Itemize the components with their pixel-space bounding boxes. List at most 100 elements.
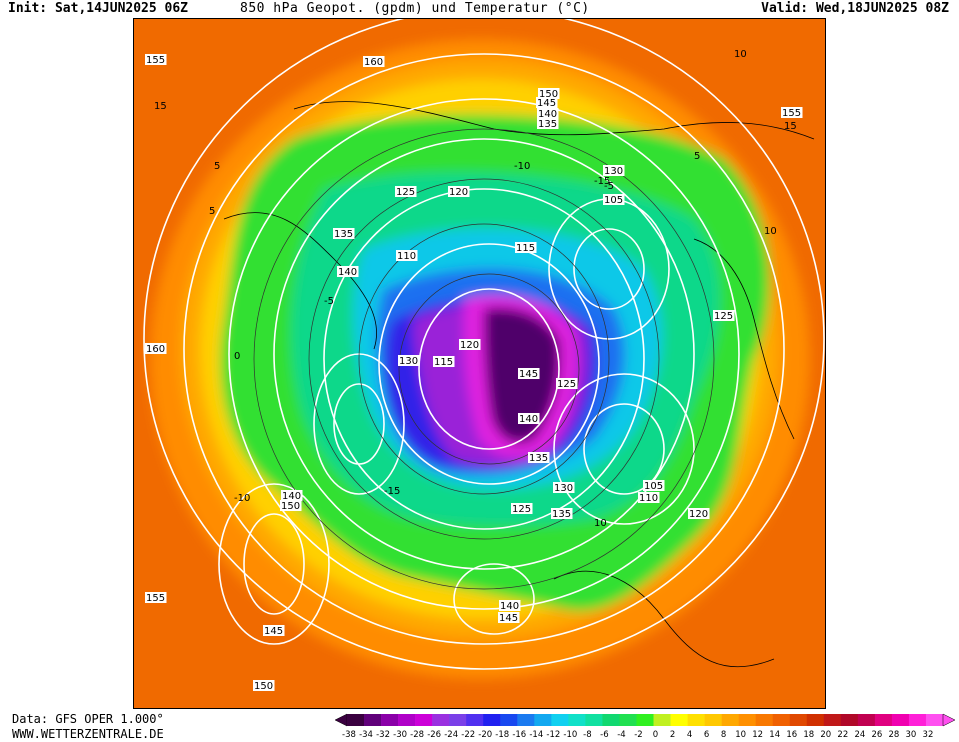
geopotential-label: 130 xyxy=(553,482,575,494)
scale-tick-label: 4 xyxy=(687,730,692,738)
scale-swatch xyxy=(925,714,944,726)
geopotential-label: 110 xyxy=(638,492,660,504)
scale-tick-label: 20 xyxy=(820,730,831,738)
geopotential-label-text: 155 xyxy=(146,55,165,66)
geopotential-label-text: 115 xyxy=(516,243,535,254)
scale-swatch xyxy=(432,714,450,726)
scale-swatch xyxy=(738,714,756,726)
geopotential-label: 135 xyxy=(551,508,573,520)
scale-swatch xyxy=(857,714,876,726)
map-title: 850 hPa Geopot. (gpdm) und Temperatur (°… xyxy=(240,1,590,16)
geopotential-label-text: 160 xyxy=(364,57,383,68)
temperature-label: 10 xyxy=(764,226,777,237)
geopotential-label: 125 xyxy=(556,378,578,390)
temperature-label: -15 xyxy=(594,176,610,187)
temperature-label: 10 xyxy=(734,49,747,60)
geopotential-label: 160 xyxy=(145,343,167,355)
init-time: Init: Sat,14JUN2025 06Z xyxy=(8,1,189,16)
temperature-label: 10 xyxy=(594,518,607,529)
geopotential-label-text: 140 xyxy=(519,414,538,425)
geopotential-label-text: 120 xyxy=(460,340,479,351)
geopotential-label-text: 110 xyxy=(397,251,416,262)
scale-tick-label: -12 xyxy=(546,730,560,738)
scale-swatch xyxy=(364,714,382,726)
temperature-label: -5 xyxy=(324,296,334,307)
geopotential-label: 135 xyxy=(333,228,355,240)
geopotential-label: 140 xyxy=(518,413,540,425)
scale-swatch xyxy=(619,714,637,726)
scale-tick-label: 22 xyxy=(837,730,848,738)
temperature-label: -10 xyxy=(514,161,530,172)
geopotential-label-text: 130 xyxy=(554,483,573,494)
geopotential-label: 145 xyxy=(263,625,285,637)
geopotential-label: 130 xyxy=(603,165,625,177)
scale-swatch xyxy=(347,714,365,726)
geopotential-label-text: 145 xyxy=(519,369,538,380)
geopotential-label-text: 125 xyxy=(714,311,733,322)
scale-swatch xyxy=(653,714,671,726)
temperature-label: -5 xyxy=(604,181,614,192)
temperature-contours xyxy=(253,128,715,590)
scale-swatch xyxy=(823,714,842,726)
geopotential-label-text: 130 xyxy=(399,356,418,367)
scale-tick-label: -4 xyxy=(617,730,625,738)
scale-swatch xyxy=(908,714,927,726)
geopotential-contours xyxy=(143,19,825,670)
scale-swatch xyxy=(891,714,910,726)
scale-swatch xyxy=(806,714,825,726)
temperature-label: 5 xyxy=(694,151,700,162)
geopotential-label: 140 xyxy=(499,600,521,612)
geopotential-label: 125 xyxy=(395,186,417,198)
scale-swatch xyxy=(551,714,569,726)
scale-swatch xyxy=(415,714,433,726)
scale-tick-label: 0 xyxy=(653,730,658,738)
geopotential-label-text: 125 xyxy=(396,187,415,198)
scale-swatch xyxy=(585,714,603,726)
geopotential-label: 155 xyxy=(145,54,167,66)
scale-tick-label: 8 xyxy=(721,730,726,738)
geopotential-label-text: 150 xyxy=(281,501,300,512)
temperature-label: 5 xyxy=(214,161,220,172)
geopotential-label: 110 xyxy=(396,250,418,262)
temperature-colorbar: -38 -34 -32 -30 -28 -26 -24 -22 -20 -18 -16 -14 -12-… xyxy=(334,712,957,740)
geopotential-label: 140 xyxy=(337,266,359,278)
geopotential-label: 125 xyxy=(713,310,735,322)
geopotential-label-text: 150 xyxy=(539,89,558,100)
geopotential-label-text: 135 xyxy=(529,453,548,464)
scale-swatch xyxy=(449,714,467,726)
geopotential-label: 130 xyxy=(398,355,420,367)
site-url[interactable]: WWW.WETTERZENTRALE.DE xyxy=(12,727,164,741)
scale-tick-label: -6 xyxy=(600,730,608,738)
geopotential-label: 150 xyxy=(253,680,275,692)
geopotential-label: 150 xyxy=(280,500,302,512)
geopotential-label: 120 xyxy=(448,186,470,198)
temperature-label: 5 xyxy=(209,206,215,217)
geopotential-label-text: 105 xyxy=(644,481,663,492)
scale-tick-label: -16 xyxy=(512,730,526,738)
valid-time: Valid: Wed,18JUN2025 08Z xyxy=(761,1,949,16)
scale-swatch xyxy=(755,714,774,726)
weather-map: 155 160 150 145 140 135 155 130 125 120 115 105 110 1… xyxy=(133,18,826,709)
scale-tick-label: 30 xyxy=(906,730,917,738)
geopotential-label: 145 xyxy=(518,368,540,380)
scale-swatch xyxy=(840,714,859,726)
scale-tick-label: 18 xyxy=(803,730,814,738)
scale-tick-label: 12 xyxy=(752,730,763,738)
scale-tick-label: -38 xyxy=(342,730,356,738)
scale-swatch xyxy=(721,714,739,726)
geopotential-label-text: 110 xyxy=(639,493,658,504)
geopotential-label-text: 125 xyxy=(557,379,576,390)
scale-tick-label: -28 xyxy=(410,730,424,738)
scale-tick-label: -32 xyxy=(376,730,390,738)
scale-tick-label: -2 xyxy=(634,730,642,738)
scale-min-arrow xyxy=(334,713,348,727)
scale-tick-label: 16 xyxy=(786,730,797,738)
scale-tick-label: 2 xyxy=(670,730,675,738)
scale-swatch xyxy=(687,714,705,726)
temperature-label: 0 xyxy=(234,351,240,362)
geopotential-label-text: 120 xyxy=(449,187,468,198)
scale-tick-label: 28 xyxy=(889,730,900,738)
geopotential-label: 155 xyxy=(145,592,167,604)
